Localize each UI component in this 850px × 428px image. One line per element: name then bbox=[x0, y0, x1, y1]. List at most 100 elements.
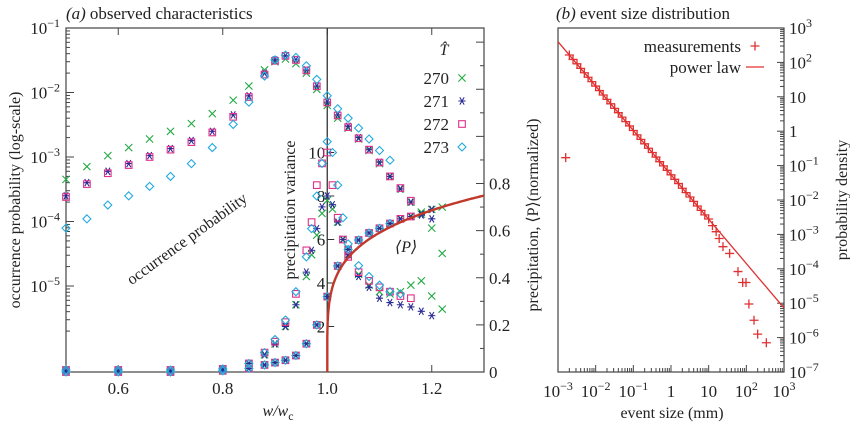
measurement-point bbox=[561, 153, 571, 163]
measurement-point bbox=[700, 210, 710, 220]
variance-point bbox=[407, 303, 415, 311]
mean-p-point bbox=[301, 338, 312, 349]
measurement-point bbox=[673, 179, 683, 189]
variance-point bbox=[301, 252, 312, 262]
variance-point bbox=[339, 235, 347, 244]
title-prefix: (b) bbox=[556, 4, 576, 23]
measurement-point bbox=[564, 50, 574, 60]
occurrence-point bbox=[354, 134, 363, 143]
variance-point bbox=[313, 224, 321, 233]
variance-point bbox=[165, 365, 176, 375]
y-tick-label: 10−2 bbox=[30, 81, 60, 103]
variance-point bbox=[244, 358, 254, 369]
tick-base: 10 bbox=[789, 329, 806, 348]
variance-point bbox=[386, 298, 394, 307]
occurrence-point bbox=[187, 138, 196, 146]
measurement-point bbox=[572, 59, 582, 69]
tick-exponent: −6 bbox=[806, 326, 819, 340]
occurrence-point bbox=[396, 184, 405, 192]
measurement-point bbox=[696, 205, 706, 215]
mean-p-point bbox=[343, 244, 353, 255]
variance-point bbox=[417, 307, 425, 316]
measurement-point bbox=[583, 72, 593, 82]
x-tick-label: 0.8 bbox=[212, 379, 233, 398]
occurrence-point bbox=[260, 70, 269, 79]
measurement-point bbox=[579, 68, 589, 78]
y-tick-label: 10−5 bbox=[789, 291, 819, 313]
legend-label: 272 bbox=[424, 115, 450, 134]
occurrence-point bbox=[302, 66, 311, 75]
occurrence-point bbox=[82, 162, 91, 171]
mean-p-point bbox=[353, 235, 364, 245]
y-axis-label: probability density bbox=[834, 140, 850, 260]
measurement-point bbox=[689, 196, 699, 206]
legend-label: 271 bbox=[424, 92, 450, 111]
occurrence-point bbox=[165, 171, 176, 182]
occurrence-point bbox=[385, 155, 395, 166]
occurrence-point bbox=[207, 142, 218, 153]
x-label-sub: c bbox=[288, 409, 293, 423]
tick-exponent: −1 bbox=[806, 154, 819, 168]
y-tick-label: 1 bbox=[789, 122, 798, 141]
series-270 bbox=[62, 55, 447, 376]
y-tick-label: 10−5 bbox=[30, 274, 60, 296]
mean-p-point bbox=[291, 350, 301, 361]
tick-base: 10 bbox=[30, 213, 47, 232]
variance-point bbox=[292, 290, 300, 298]
occurrence-point bbox=[375, 158, 384, 167]
occurrence-point bbox=[208, 128, 217, 137]
variance-point bbox=[396, 300, 404, 309]
mean-p-point bbox=[270, 357, 280, 368]
variance-point bbox=[365, 283, 373, 292]
measurement-point bbox=[632, 130, 642, 140]
variance-point bbox=[428, 311, 436, 320]
occurrence-point bbox=[62, 175, 70, 184]
variance-point bbox=[332, 180, 343, 190]
occurrence-point bbox=[208, 109, 217, 118]
occurrence-point bbox=[375, 158, 384, 167]
tick-exponent: 2 bbox=[752, 379, 758, 393]
measurement-point bbox=[606, 99, 616, 109]
occurrence-point bbox=[83, 178, 91, 187]
tick-base: 10 bbox=[789, 53, 806, 72]
variance-point bbox=[438, 305, 447, 314]
variance-point bbox=[292, 300, 300, 309]
occurrence-point bbox=[62, 193, 70, 201]
legend-label: 270 bbox=[424, 69, 450, 88]
measurement-point bbox=[666, 170, 676, 180]
tick-exponent: −5 bbox=[806, 291, 819, 305]
occurrence-point bbox=[344, 123, 353, 132]
occurrence-point bbox=[104, 167, 112, 176]
measurement-point bbox=[610, 103, 620, 113]
tick-base: 10 bbox=[30, 277, 47, 296]
fit-line bbox=[326, 194, 485, 372]
variance-point bbox=[365, 276, 373, 285]
tick-exponent: −1 bbox=[635, 379, 648, 393]
measurement-point bbox=[714, 234, 724, 243]
measurement-point bbox=[662, 165, 672, 175]
variance-point bbox=[406, 281, 415, 290]
variance-point bbox=[270, 334, 280, 345]
panel-a-title: (a) observed characteristics bbox=[66, 4, 253, 23]
tick-exponent: −7 bbox=[806, 360, 819, 374]
occurrence-point bbox=[343, 113, 353, 123]
measurement-point bbox=[636, 134, 646, 144]
occurrence-point bbox=[364, 134, 374, 144]
measurement-point bbox=[725, 248, 735, 258]
measurement-point bbox=[591, 81, 601, 91]
measurement-point bbox=[651, 152, 661, 162]
y-axis-label: occurrence probability (log-scale) bbox=[7, 92, 24, 309]
variance-point bbox=[302, 272, 311, 281]
occurrence-point bbox=[386, 172, 394, 181]
occurrence-point bbox=[313, 82, 321, 90]
tick-base: 10 bbox=[789, 260, 806, 279]
measurement-point bbox=[761, 338, 771, 348]
measurement-point bbox=[568, 54, 578, 64]
occurrence-point bbox=[124, 143, 133, 152]
series-273 bbox=[61, 50, 406, 377]
variance-point bbox=[217, 364, 228, 374]
x-tick-label: 1.2 bbox=[421, 379, 442, 398]
occurrence-point bbox=[438, 249, 447, 258]
tick-base: 10 bbox=[789, 294, 806, 313]
